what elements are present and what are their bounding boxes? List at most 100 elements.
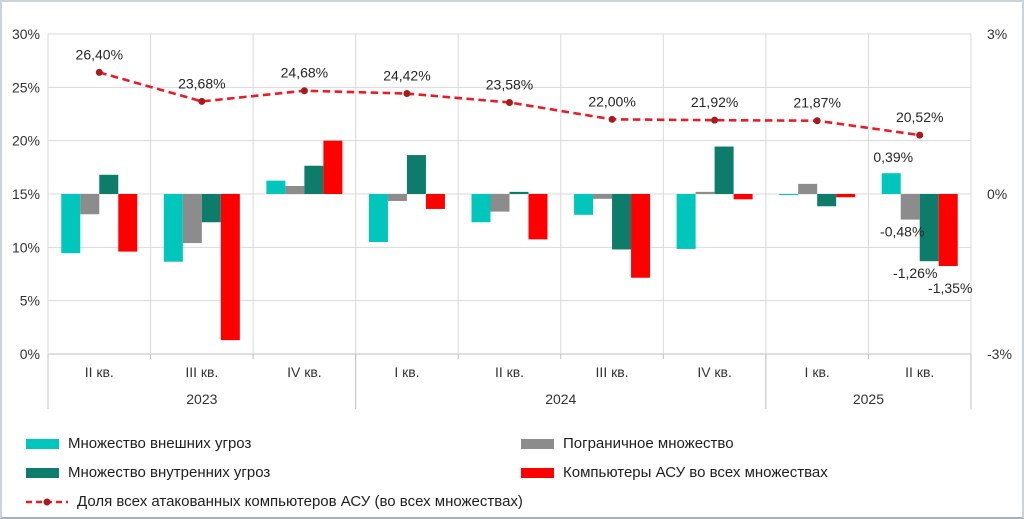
bar-internal-8 [919,194,939,262]
bar-internal-2 [304,165,324,194]
share-line-value-label: 24,68% [281,65,328,81]
bar-all_sets-3 [425,194,445,209]
chart-canvas: 30% 25% 20% 15% 10% 5% 0% 3% 0% -3% II кв. III кв. I… [12,26,1012,409]
share-line-value-label: 23,68% [178,75,225,91]
right-axis-tick-label: 3% [987,26,1007,42]
share-line-value-label: 23,58% [486,76,533,92]
chart-legend: Множество внешних угроз Множество внутре… [26,429,1001,517]
x-quarter-label: III кв. [185,364,218,380]
share-line-marker [916,131,924,139]
legend-item-all-sets: Компьютеры АСУ во всех множествах [521,458,828,487]
legend-label-external: Множество внешних угроз [68,435,252,452]
legend-label-boundary: Пограничное множество [563,435,734,452]
legend-column-right: Пограничное множество Компьютеры АСУ во … [521,429,828,487]
legend-label-share: Доля всех атакованных компьютеров АСУ (в… [77,493,523,510]
bar-external-5 [574,194,594,215]
legend-item-internal-threats: Множество внутренних угроз [26,458,523,487]
bar-all_sets-5 [631,194,651,278]
share-line-marker [198,97,206,105]
legend-item-share-line: Доля всех атакованных компьютеров АСУ (в… [26,487,523,516]
bar-internal-5 [612,194,632,250]
bar-boundary-2 [285,186,305,194]
legend-swatch-boundary-icon [521,438,554,449]
share-line-marker [300,87,308,95]
bar-all_sets-6 [733,194,753,200]
x-quarter-label: IV кв. [287,364,322,380]
share-line-marker [95,68,103,76]
bar-internal-7 [817,194,837,207]
x-quarter-label: II кв. [905,364,934,380]
left-axis-tick-label: 15% [12,186,40,202]
bar-boundary-0 [80,194,100,215]
bar-internal-4 [509,191,529,194]
bar-external-4 [471,194,491,223]
bar-value-label: 0,39% [873,149,913,165]
legend-column-left: Множество внешних угроз Множество внутре… [26,429,523,516]
legend-swatch-all-sets-icon [521,467,554,478]
bar-external-2 [266,180,286,194]
x-quarter-label: III кв. [596,364,629,380]
bar-all_sets-0 [118,194,138,252]
bar-all_sets-7 [836,194,856,198]
bar-boundary-8 [900,194,920,220]
x-year-label: 2023 [186,391,217,407]
legend-label-all-sets: Компьютеры АСУ во всех множествах [563,464,828,481]
bar-internal-1 [201,194,221,223]
legend-dashed-line-icon [26,498,68,505]
bar-external-7 [779,194,799,196]
bar-all_sets-4 [528,194,548,240]
bar-external-8 [881,173,901,194]
left-axis-tick-label: 0% [20,346,40,362]
legend-label-internal: Множество внутренних угроз [68,464,271,481]
x-quarter-label: I кв. [394,364,419,380]
x-quarter-label: II кв. [85,364,114,380]
bar-value-label: -0,48% [880,224,924,240]
share-line-value-label: 22,00% [588,93,635,109]
share-line-value-label: 20,52% [896,109,943,125]
right-axis-tick-label: 0% [987,186,1007,202]
x-year-label: 2024 [545,391,576,407]
bar-boundary-3 [387,194,407,201]
bar-internal-3 [406,155,426,194]
bar-internal-6 [714,146,734,194]
x-quarter-label: II кв. [495,364,524,380]
share-line-marker [711,116,719,124]
legend-swatch-internal-icon [26,467,59,478]
right-axis-tick-label: -3% [987,346,1012,362]
bar-all_sets-2 [323,140,343,194]
bar-external-6 [676,194,696,249]
left-axis-tick-label: 5% [20,293,40,309]
share-line-value-label: 21,92% [691,94,738,110]
bar-all_sets-1 [220,194,240,341]
share-line-value-label: 21,87% [793,95,840,111]
left-axis-tick-label: 30% [12,26,40,42]
bar-boundary-5 [593,194,613,199]
bar-external-1 [163,194,183,262]
share-line-value-label: 26,40% [76,46,123,62]
left-axis-tick-label: 25% [12,79,40,95]
left-axis-tick-label: 20% [12,133,40,149]
share-line-marker [813,117,821,125]
bar-internal-0 [99,174,119,194]
share-line-value-label: 24,42% [383,68,430,84]
legend-item-external-threats: Множество внешних угроз [26,429,523,458]
x-year-label: 2025 [853,391,884,407]
bar-all_sets-8 [938,194,958,266]
bar-boundary-6 [695,191,715,194]
x-quarter-label: I кв. [805,364,830,380]
left-axis-tick-label: 10% [12,239,40,255]
bar-boundary-7 [798,183,818,194]
bar-external-3 [368,194,388,242]
bar-boundary-1 [182,194,202,244]
share-line-marker [403,90,411,98]
share-line-marker [506,98,513,106]
bar-value-label: -1,26% [893,265,937,281]
bar-boundary-4 [490,194,510,212]
bar-value-label: -1,35% [928,280,972,296]
legend-swatch-external-icon [26,438,59,449]
legend-item-boundary-set: Пограничное множество [521,429,828,458]
share-line-marker [608,115,616,123]
bar-external-0 [61,194,81,254]
x-quarter-label: IV кв. [697,364,732,380]
